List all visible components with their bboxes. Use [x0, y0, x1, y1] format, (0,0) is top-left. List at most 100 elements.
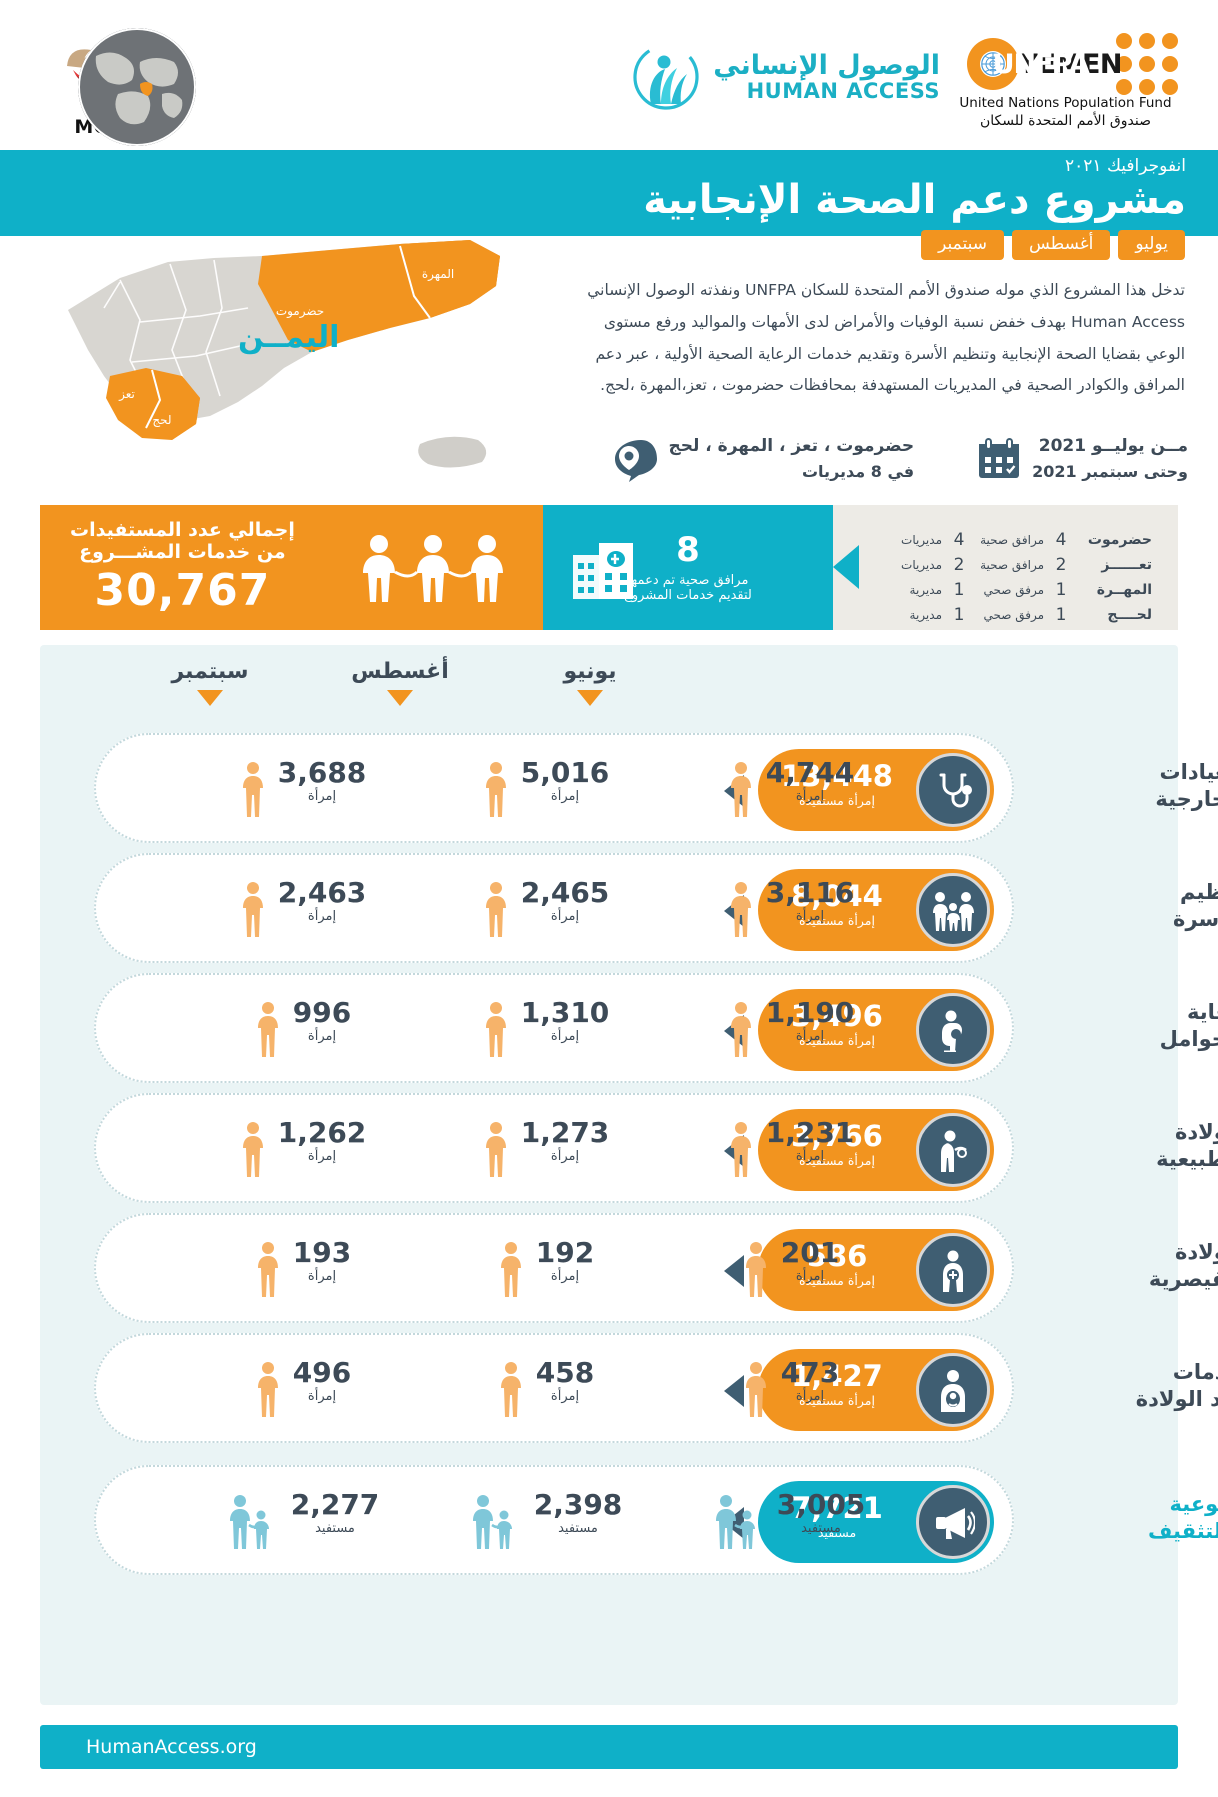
beneficiaries-caption-line2: من خدمات المشـــروع	[79, 541, 286, 563]
month-value-unit: إمرأة	[795, 1269, 825, 1285]
family-icon	[916, 873, 990, 947]
woman-figure-icon	[485, 1002, 506, 1057]
month-value-cell: 1,231 إمرأة	[696, 1116, 886, 1177]
service-label: الولادة الطبيعية	[1156, 1120, 1218, 1172]
service-total-pill: 13,448 إمرأة مستفيدة	[758, 749, 994, 831]
service-total-unit: إمرأة مستفيدة	[799, 1032, 875, 1048]
month-value-unit: إمرأة	[307, 1029, 337, 1045]
governorate-name: حضرموت	[1087, 531, 1152, 548]
month-value-unit: إمرأة	[795, 1029, 825, 1045]
month-value-cell: 3,688 إمرأة	[208, 756, 398, 817]
district-count: 1	[953, 579, 965, 600]
governorate-name: لحــــج	[1107, 606, 1152, 623]
service-row: تنظيم الأسرة 8,044 إمرأة مستفيدة	[86, 853, 1218, 971]
stats-strip: حضرموت 4 مرافق صحية 4 مديريات تعــــــز …	[40, 505, 1178, 630]
month-value-unit: إمرأة	[550, 1149, 580, 1165]
governorate-name: المهــرة	[1096, 581, 1152, 598]
woman-figure-icon	[242, 1122, 263, 1177]
month-chip-september[interactable]: سبتمبر	[921, 230, 1004, 260]
pregnant-woman-icon	[916, 993, 990, 1067]
governorate-name: تعــــــز	[1101, 556, 1152, 573]
facilities-caption-line1: مرافق صحية تم دعمها	[627, 572, 749, 588]
service-row: التوعية والتثقيف 7,721 مست	[86, 1465, 1218, 1583]
beneficiaries-caption-line1: إجمالي عدد المستفيدات	[70, 519, 295, 541]
month-value: 996	[292, 996, 352, 1029]
month-value: 201	[780, 1236, 840, 1269]
month-value: 193	[292, 1236, 352, 1269]
service-total-number: 586	[806, 1239, 868, 1273]
infographic-year-kicker: انفوجرافيك ٢٠٢١	[1065, 156, 1186, 176]
month-value-cell: 1,262 إمرأة	[208, 1116, 398, 1177]
logo-bar: الوصول الإنساني HUMAN ACCESS	[0, 0, 1218, 150]
month-value-cell: 473 إمرأة	[696, 1356, 886, 1417]
month-value-unit: إمرأة	[307, 1149, 337, 1165]
month-value: 496	[292, 1356, 352, 1389]
page-title: مشروع دعم الصحة الإنجابية	[643, 177, 1186, 223]
month-value: 192	[535, 1236, 595, 1269]
service-total-number: 1,427	[791, 1359, 883, 1393]
service-card: 1,427 إمرأة مستفيدة 473 إمرأة 458 إمرأة …	[94, 1333, 1014, 1443]
district-count: 1	[953, 604, 965, 625]
service-card: 3,766 إمرأة مستفيدة 1,231 إمرأة 1,273 إم…	[94, 1093, 1014, 1203]
month-value-cell: 2,465 إمرأة	[451, 876, 641, 937]
column-header-august: أغسطس	[351, 659, 449, 684]
month-value-cell: 496 إمرأة	[208, 1356, 398, 1417]
family-group-icon	[472, 1495, 512, 1549]
svg-text:لحج: لحج	[152, 413, 171, 427]
service-label: خدمات بعد الولادة	[1135, 1360, 1218, 1412]
footer-website-url[interactable]: HumanAccess.org	[86, 1736, 257, 1758]
facilities-count: 8	[676, 529, 700, 570]
triangle-down-icon	[387, 690, 413, 706]
month-value-unit: إمرأة	[550, 909, 580, 925]
mother-baby-icon	[916, 1113, 990, 1187]
service-total-pill: 586 إمرأة مستفيدة	[758, 1229, 994, 1311]
human-access-english-name: HUMAN ACCESS	[746, 79, 940, 104]
month-value: 2,463	[277, 876, 367, 909]
svg-text:تعز: تعز	[118, 387, 135, 402]
unfpa-country-label: YEMEN	[1018, 48, 1123, 80]
service-card: 8,044 إمرأة مستفيدة 3,116 إمرأة 2,465 إم…	[94, 853, 1014, 963]
month-value: 1,262	[277, 1116, 367, 1149]
month-value-cell: 201 إمرأة	[696, 1236, 886, 1297]
column-header-september: سبتمبر	[171, 659, 249, 684]
month-chip-august[interactable]: أغسطس	[1011, 230, 1111, 260]
service-total-number: 8,044	[791, 879, 883, 913]
service-total-number: 7,721	[791, 1491, 883, 1525]
month-value-unit: إمرأة	[550, 1269, 580, 1285]
month-chips: يوليو أغسطس سبتمبر	[921, 230, 1185, 260]
family-group-icon	[715, 1495, 755, 1549]
month-value-cell: 192 إمرأة	[451, 1236, 641, 1297]
month-value-unit: إمرأة	[307, 1269, 337, 1285]
woman-figure-icon	[257, 1002, 278, 1057]
facility-count: 2	[1055, 554, 1067, 575]
footer-bar: HumanAccess.org	[40, 1725, 1178, 1769]
services-panel: سبتمبر أغسطس يونيو العيادات الخارجية	[40, 645, 1218, 1705]
unfpa-logo: UNFPA YEMEN United Nations Population Fu…	[953, 33, 1178, 131]
month-value-cell: 4,744 إمرأة	[696, 756, 886, 817]
postnatal-icon	[916, 1353, 990, 1427]
district-unit: مديريات	[901, 557, 942, 572]
service-total-number: 13,448	[781, 759, 893, 793]
month-value-cell: 1,190 إمرأة	[696, 996, 886, 1057]
woman-figure-icon	[730, 882, 751, 937]
district-count: 2	[953, 554, 965, 575]
month-value-unit: إمرأة	[307, 789, 337, 805]
woman-figure-icon	[730, 762, 751, 817]
month-value-unit: إمرأة	[307, 1389, 337, 1405]
month-value-cell: 193 إمرأة	[208, 1236, 398, 1297]
location-block: حضرموت ، تعز ، المهرة ، لحج في 8 مديريات	[607, 434, 914, 484]
woman-figure-icon	[745, 1242, 766, 1297]
unfpa-subtitle-ar: صندوق الأمم المتحدة للسكان	[980, 113, 1151, 130]
facility-unit: مرفق صحي	[983, 582, 1044, 597]
service-total-number: 3,496	[791, 999, 883, 1033]
month-chip-july[interactable]: يوليو	[1118, 230, 1185, 260]
month-value: 1,273	[520, 1116, 610, 1149]
facility-unit: مرافق صحية	[980, 532, 1044, 547]
district-count: 4	[953, 529, 965, 550]
service-row: خدمات بعد الولادة 1,427 إم	[86, 1333, 1218, 1451]
month-value-cell: 996 إمرأة	[208, 996, 398, 1057]
teal-arrow-decoration	[833, 545, 859, 589]
service-total-pill: 1,427 إمرأة مستفيدة	[758, 1349, 994, 1431]
service-total-unit: إمرأة مستفيدة	[799, 1392, 875, 1408]
facility-count: 1	[1055, 579, 1067, 600]
